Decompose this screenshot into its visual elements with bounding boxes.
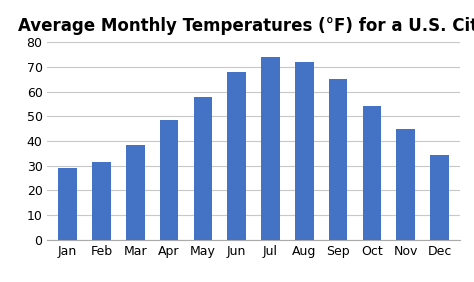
Bar <box>58 168 77 240</box>
Bar <box>261 57 280 240</box>
Bar <box>160 120 178 240</box>
Bar <box>430 155 449 240</box>
Bar <box>92 162 111 240</box>
Title: Average Monthly Temperatures (°F) for a U.S. City: Average Monthly Temperatures (°F) for a … <box>18 17 474 35</box>
Bar <box>228 72 246 240</box>
Bar <box>329 79 347 240</box>
Bar <box>193 96 212 240</box>
Bar <box>363 107 381 240</box>
Bar <box>126 145 145 240</box>
Bar <box>295 62 314 240</box>
Bar <box>396 129 415 240</box>
